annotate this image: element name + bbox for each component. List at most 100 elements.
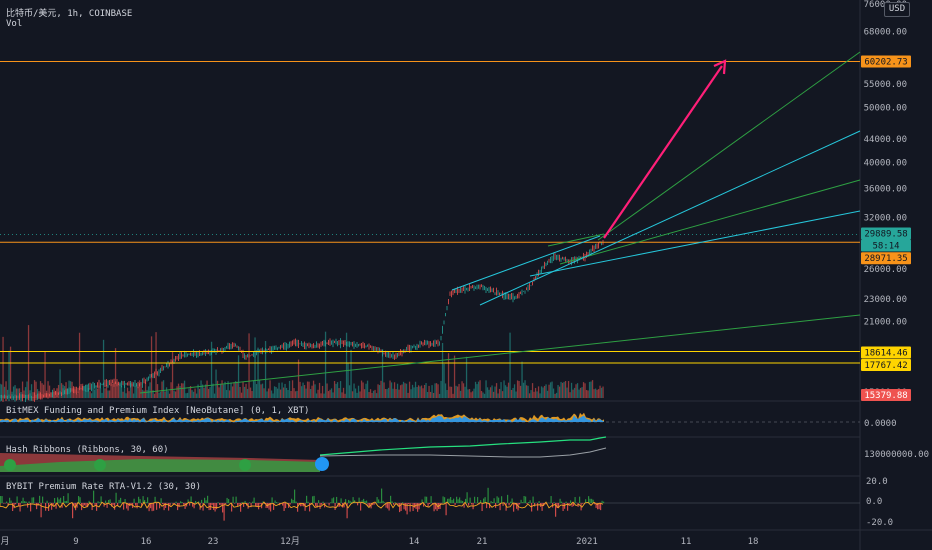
premium-bar <box>168 503 170 511</box>
premium-bar <box>106 503 108 508</box>
premium-bar <box>592 499 594 503</box>
premium-bar <box>384 502 386 503</box>
premium-bar <box>111 503 113 507</box>
volume-bar <box>317 389 319 398</box>
premium-bar <box>486 503 488 509</box>
y-tick-label: 36000.00 <box>864 185 907 195</box>
premium-bar <box>561 501 563 503</box>
premium-bar <box>555 503 557 517</box>
volume-bar <box>224 381 226 398</box>
premium-bar <box>304 503 306 511</box>
premium-bar <box>373 503 375 505</box>
premium-bar <box>330 502 332 503</box>
volume-bar <box>173 390 175 398</box>
volume-bar <box>549 382 552 398</box>
premium-bar <box>513 503 515 512</box>
premium-bar <box>465 498 467 503</box>
volume-bar <box>77 391 79 398</box>
volume-bar <box>441 342 444 398</box>
premium-bar <box>114 503 116 510</box>
volume-bar <box>105 385 108 398</box>
volume-bar <box>422 388 424 398</box>
volume-bar <box>15 388 18 398</box>
premium-bar <box>451 500 453 503</box>
premium-bar <box>436 503 438 511</box>
volume-bar <box>252 380 255 398</box>
volume-bar <box>242 382 244 398</box>
volume-bar <box>555 392 558 398</box>
premium-bar <box>423 503 425 507</box>
volume-bar <box>311 385 313 398</box>
premium-bar <box>52 503 54 506</box>
volume-bar <box>263 388 265 398</box>
premium-bar <box>408 503 410 505</box>
premium-bar <box>36 503 38 510</box>
currency-button[interactable]: USD <box>884 2 910 17</box>
volume-bar <box>210 341 213 398</box>
premium-average-line <box>0 501 604 509</box>
volume-bar <box>284 383 286 398</box>
volume-bar <box>314 384 316 398</box>
volume-bar <box>266 391 268 398</box>
volume-bar <box>501 391 504 398</box>
volume-bar <box>101 392 103 398</box>
premium-bar <box>366 500 368 503</box>
premium-bar <box>300 503 302 507</box>
price-tag-label: 58:14 <box>872 242 899 252</box>
volume-bar <box>474 381 477 398</box>
premium-bar <box>574 497 576 503</box>
price-tag-bg <box>861 227 911 240</box>
volume-bar <box>57 384 60 398</box>
premium-bar <box>180 501 182 503</box>
premium-bar <box>6 501 8 503</box>
volume-bar <box>407 392 409 398</box>
premium-bar <box>403 503 405 510</box>
volume-bar <box>516 380 519 398</box>
premium-bar <box>24 501 26 503</box>
premium-bar <box>507 494 509 503</box>
volume-bar <box>138 380 141 398</box>
premium-bar <box>505 503 507 511</box>
premium-bar <box>153 503 155 511</box>
volume-bar <box>80 383 82 398</box>
premium-bar <box>460 500 462 503</box>
volume-bar <box>444 383 447 398</box>
volume-bar <box>399 385 402 398</box>
premium-bar <box>579 496 581 503</box>
volume-bar <box>89 391 91 398</box>
volume-bar <box>476 384 478 398</box>
premium-bar <box>562 503 564 512</box>
premium-bar <box>348 499 350 503</box>
volume-bar <box>327 391 330 398</box>
volume-bar <box>176 386 178 398</box>
premium-bar <box>105 500 107 503</box>
volume-bar <box>573 387 576 398</box>
arrow-head <box>713 59 727 75</box>
volume-bar <box>99 387 102 398</box>
x-tick-label: 月 <box>0 536 9 547</box>
volume-bar <box>336 382 339 398</box>
premium-bar <box>109 499 111 503</box>
volume-bar <box>546 390 549 398</box>
volume-bar <box>360 380 363 398</box>
volume-bar <box>255 384 258 398</box>
volume-bar <box>227 381 229 398</box>
volume-bar <box>323 393 325 398</box>
volume-bar <box>531 383 534 398</box>
volume-bar <box>497 393 499 398</box>
volume-bar <box>539 393 541 398</box>
volume-bar <box>44 351 46 398</box>
volume-bar <box>0 384 3 398</box>
price-tag-bg <box>861 252 911 265</box>
volume-bar <box>0 383 1 398</box>
premium-bar <box>291 498 293 503</box>
premium-bar <box>466 492 468 503</box>
volume-bar <box>237 355 240 398</box>
volume-bar <box>162 380 165 398</box>
volume-bar <box>257 347 259 398</box>
premium-bar <box>166 503 168 504</box>
volume-bar <box>525 385 528 398</box>
premium-bar <box>496 496 498 503</box>
volume-bar <box>302 382 304 398</box>
